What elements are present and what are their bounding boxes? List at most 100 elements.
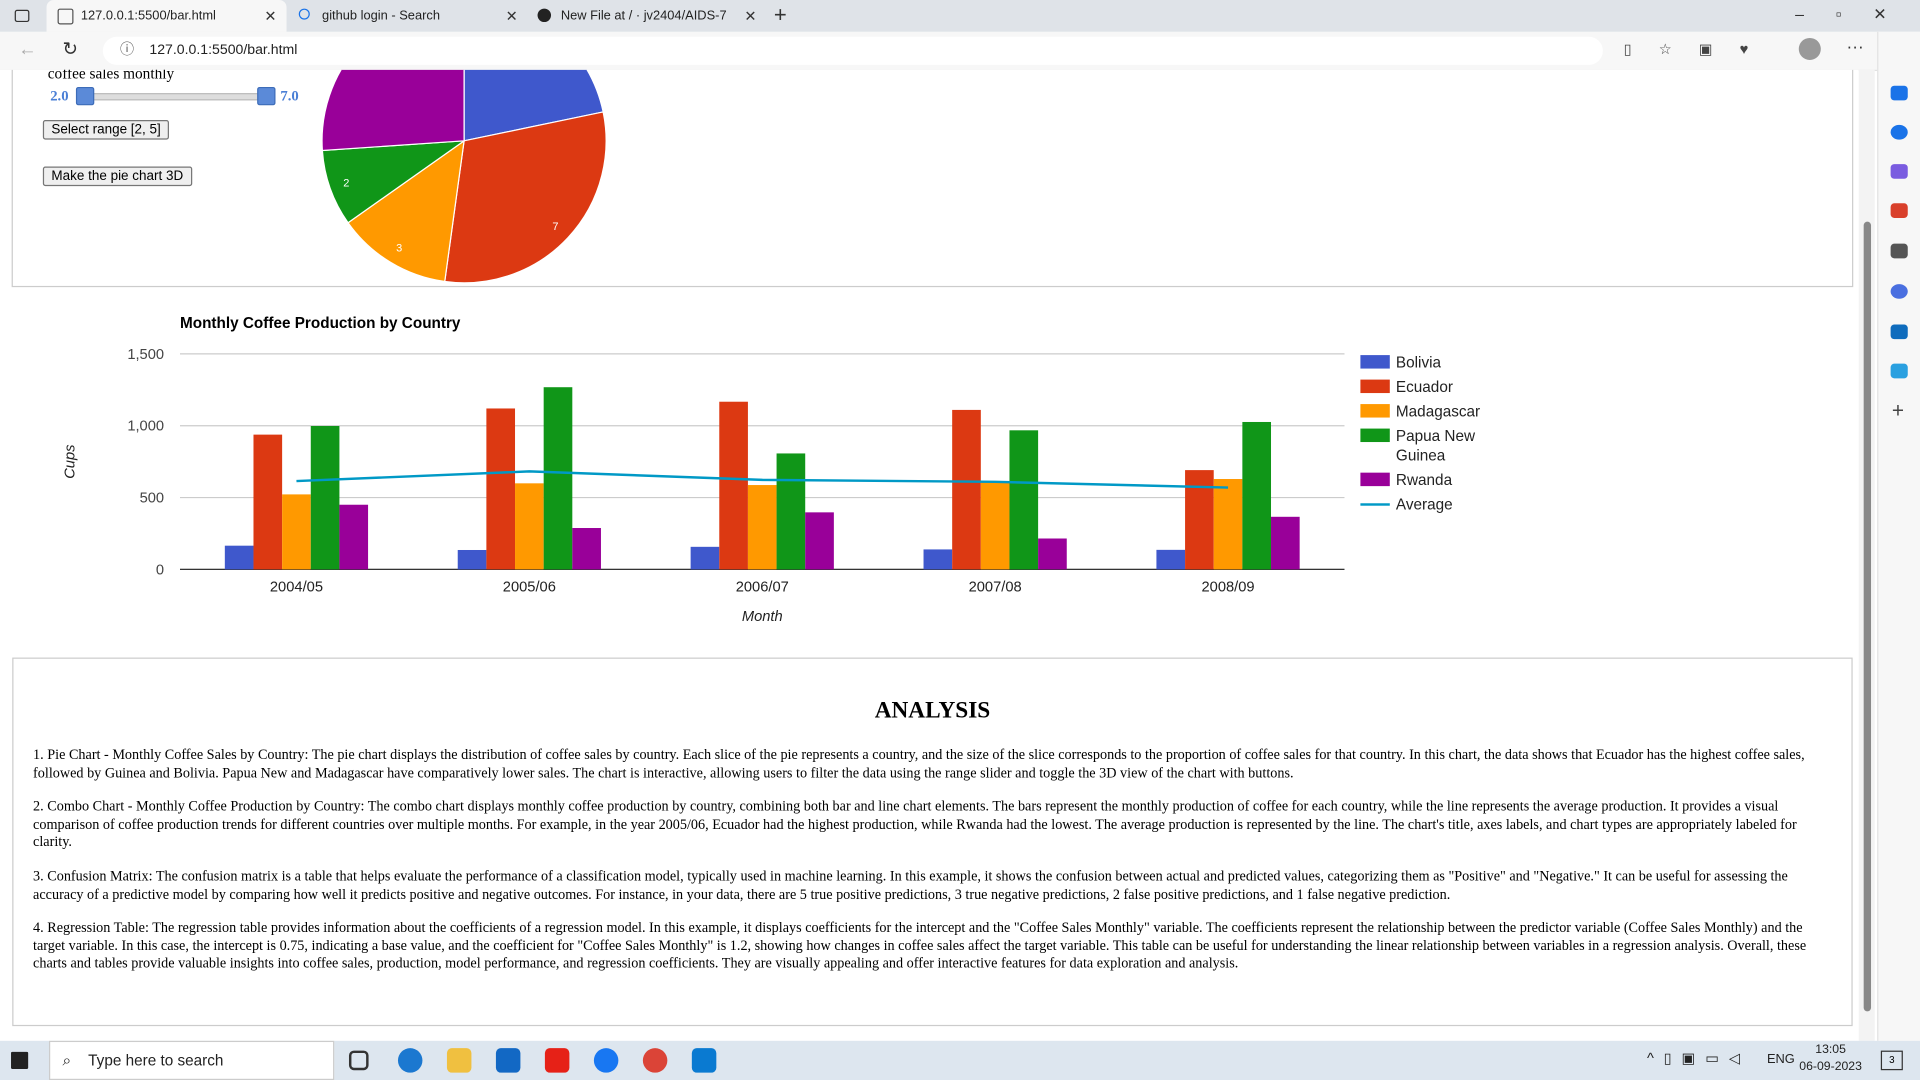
toolbar-icons[interactable]: ▯☆▣♥: [1623, 40, 1776, 58]
pie-slice: [463, 69, 604, 142]
language[interactable]: ENG: [1766, 1051, 1795, 1067]
bar: [543, 387, 573, 570]
x-tick-label: 2005/06: [503, 579, 556, 595]
bar: [980, 481, 1010, 570]
task-view[interactable]: [348, 1050, 369, 1071]
paragraph: 4. Regression Table: The regression tabl…: [33, 919, 1807, 972]
scrollbar[interactable]: [1858, 69, 1875, 1041]
menu[interactable]: ···: [1846, 36, 1864, 57]
y-tick-label: 1,000: [127, 419, 164, 435]
legend-swatch: [1360, 355, 1390, 369]
bar: [719, 401, 748, 570]
legend-swatch: [1360, 503, 1390, 506]
legend-label: Rwanda: [1395, 471, 1453, 489]
slider-handle[interactable]: [75, 86, 95, 106]
slider-handle[interactable]: [257, 86, 276, 106]
tab[interactable]: github login - Search ✕: [288, 0, 528, 32]
sidebar-add[interactable]: +: [1891, 399, 1905, 423]
app-mail[interactable]: [495, 1048, 521, 1073]
sidebar-icon[interactable]: [1890, 124, 1908, 140]
legend-label: Bolivia: [1395, 353, 1442, 372]
app-youtube[interactable]: [544, 1048, 570, 1073]
slider-label: coffee sales monthly: [47, 69, 175, 83]
x-tick-label: 2008/09: [1201, 579, 1254, 595]
bar: [1242, 421, 1272, 570]
sidebar-icon[interactable]: [1890, 85, 1908, 101]
y-tick-label: 0: [156, 562, 164, 578]
tab-actions[interactable]: [14, 9, 30, 23]
bar: [310, 426, 340, 570]
sidebar-icon[interactable]: [1890, 363, 1908, 379]
search-box[interactable]: ⌕ Type here to search: [48, 1040, 335, 1080]
sidebar-icon[interactable]: [1890, 164, 1908, 179]
tab[interactable]: New File at / · jv2404/AIDS-7 ✕: [527, 0, 767, 32]
tab-close[interactable]: ✕: [264, 7, 277, 25]
analysis-panel: ANALYSIS 1. Pie Chart - Monthly Coffee S…: [12, 657, 1853, 1027]
app-explorer[interactable]: [446, 1048, 472, 1073]
bar: [1185, 470, 1214, 570]
url: 127.0.0.1:5500/bar.html: [149, 42, 298, 58]
range-button[interactable]: Select range [2, 5]: [42, 120, 170, 140]
clock-time[interactable]: 13:05: [1815, 1043, 1846, 1057]
search-placeholder: Type here to search: [88, 1051, 224, 1069]
back-button[interactable]: ←: [18, 39, 37, 60]
app-vscode[interactable]: [691, 1048, 717, 1073]
paragraph: 1. Pie Chart - Monthly Coffee Sales by C…: [33, 746, 1805, 781]
bar: [515, 483, 544, 570]
app-edge[interactable]: [397, 1048, 423, 1073]
edge-sidebar: +: [1877, 31, 1920, 1041]
address-bar[interactable]: ⓘ 127.0.0.1:5500/bar.html: [102, 36, 1603, 65]
slider-min: 2.0: [50, 86, 69, 105]
sidebar-icon[interactable]: [1890, 203, 1908, 218]
legend-swatch: [1360, 472, 1390, 487]
new-tab[interactable]: +: [773, 2, 787, 27]
charts: 57326Monthly Coffee Production by Countr…: [11, 69, 1854, 625]
bar: [1009, 430, 1039, 570]
line-series: [296, 470, 1229, 489]
slice-label: 2: [343, 177, 349, 189]
bar: [224, 545, 254, 570]
site-info[interactable]: ⓘ: [120, 42, 135, 58]
app-chrome[interactable]: [642, 1048, 668, 1073]
bar: [486, 408, 516, 570]
pie-3d-button[interactable]: Make the pie chart 3D: [42, 166, 192, 187]
paragraph: 2. Combo Chart - Monthly Coffee Producti…: [33, 798, 1797, 850]
pie-slice: [444, 111, 607, 284]
tab-close[interactable]: ✕: [744, 7, 757, 25]
start-button[interactable]: [11, 1051, 29, 1069]
bar: [1156, 549, 1186, 570]
sidebar-icon[interactable]: [1890, 243, 1908, 259]
bar: [457, 549, 487, 570]
sidebar-icon[interactable]: [1890, 324, 1908, 340]
scroll-thumb[interactable]: [1863, 221, 1872, 1012]
app-facebook[interactable]: [593, 1048, 619, 1073]
profile[interactable]: [1798, 37, 1821, 60]
sidebar-icon[interactable]: [1890, 284, 1908, 299]
bar: [572, 528, 601, 570]
bar: [952, 409, 981, 570]
legend-label: Average: [1395, 495, 1453, 514]
panel-border: [11, 69, 1854, 288]
window-controls[interactable]: –▫✕: [1795, 4, 1919, 24]
x-tick-label: 2006/07: [736, 579, 789, 595]
clock-date[interactable]: 06-09-2023: [1799, 1060, 1862, 1074]
tab-icon: [57, 8, 74, 25]
tab-title: github login - Search: [322, 8, 440, 24]
tab-title: 127.0.0.1:5500/bar.html: [80, 8, 216, 24]
slice-label: 7: [552, 221, 558, 233]
x-tick-label: 2004/05: [270, 579, 323, 595]
legend-label: Ecuador: [1395, 378, 1453, 396]
bar: [1038, 538, 1067, 570]
tray-icons[interactable]: ^▯▣▭◁: [1646, 1049, 1750, 1067]
chart-title: Monthly Coffee Production by Country: [180, 315, 461, 332]
tab-icon: [298, 8, 310, 20]
notifications[interactable]: 3: [1880, 1050, 1903, 1071]
tab[interactable]: 127.0.0.1:5500/bar.html ✕: [46, 0, 287, 32]
bar: [253, 434, 283, 570]
slider-track[interactable]: [83, 93, 269, 101]
tab-bar: 127.0.0.1:5500/bar.html ✕ github login - …: [0, 0, 1920, 32]
tab-close[interactable]: ✕: [505, 7, 518, 25]
reload-button[interactable]: ↻: [62, 39, 78, 60]
bar: [339, 504, 369, 570]
